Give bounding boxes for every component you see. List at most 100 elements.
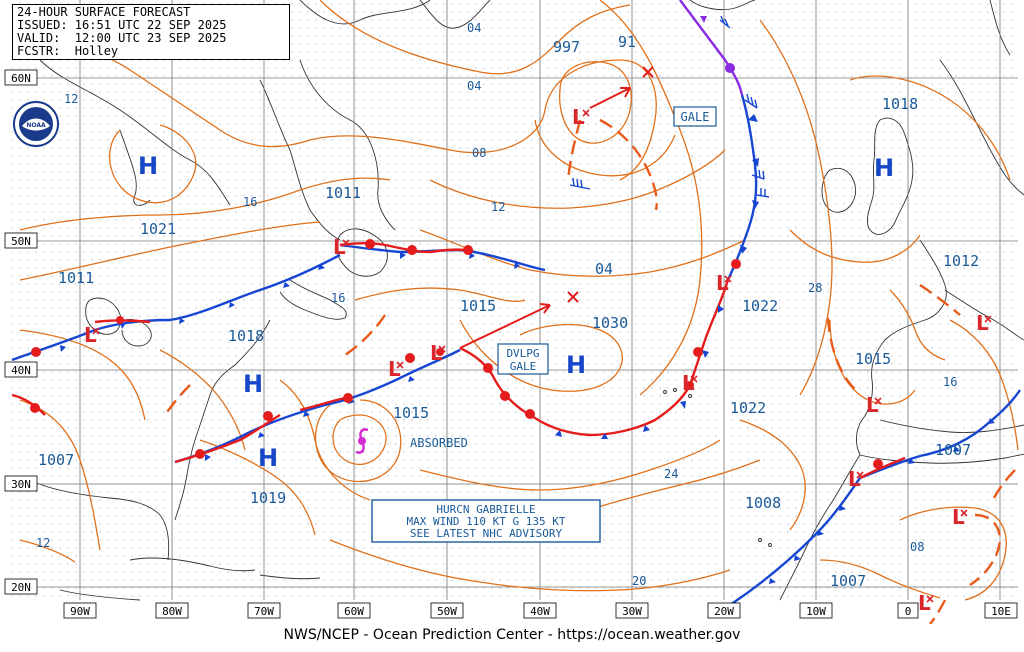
noaa-logo: NOAA xyxy=(13,101,59,147)
high-centers: H H H H H xyxy=(138,152,894,472)
lon-labels: 90W 80W 70W 60W 50W 40W 30W 20W 10W 0 10… xyxy=(63,602,1018,619)
high-symbol: H xyxy=(258,444,278,472)
pressure-value: 997 xyxy=(553,38,580,56)
troughs xyxy=(164,118,1016,625)
lon-label: 50W xyxy=(437,605,457,618)
hurricane-advisory-box: HURCN GABRIELLE MAX WIND 110 KT G 135 KT… xyxy=(371,499,601,543)
lon-label: 0 xyxy=(905,605,912,618)
lon-label: 40W xyxy=(530,605,550,618)
lat-label: 40N xyxy=(11,364,31,377)
isobar-label: 12 xyxy=(491,200,505,214)
lon-label: 20W xyxy=(714,605,734,618)
dvlpg-gale-box: DVLPG GALE xyxy=(497,343,549,375)
lon-label: 90W xyxy=(70,605,90,618)
footer-credit: NWS/NCEP - Ocean Prediction Center - htt… xyxy=(0,624,1024,652)
pressure-value: 1007 xyxy=(830,572,866,590)
pressure-value: 1015 xyxy=(855,350,891,368)
isobar-label: 16 xyxy=(943,375,957,389)
pressure-values: 997 1021 1011 1011 1018 1015 1015 1030 1… xyxy=(38,38,979,590)
pressure-value: 1007 xyxy=(38,451,74,469)
header-valid: VALID: 12:00 UTC 23 SEP 2025 xyxy=(17,31,227,45)
pressure-value: 1015 xyxy=(393,404,429,422)
isobar-label: 04 xyxy=(595,260,613,278)
isobar-label: 12 xyxy=(36,536,50,550)
svg-text:DVLPG: DVLPG xyxy=(506,347,539,360)
cold-front-pips xyxy=(60,114,995,584)
isobar-label: 24 xyxy=(664,467,678,481)
header-issued: ISSUED: 16:51 UTC 22 SEP 2025 xyxy=(17,18,227,32)
pressure-value: 1012 xyxy=(943,252,979,270)
svg-text:GALE: GALE xyxy=(510,360,537,373)
motion-arrows xyxy=(459,66,654,349)
isobar-labels: 04 04 08 12 16 12 16 04 28 16 24 20 08 1… xyxy=(36,21,957,588)
low-symbol: L xyxy=(952,505,965,529)
low-x-marks xyxy=(92,109,992,603)
lon-label: 80W xyxy=(162,605,182,618)
isobar-label: 16 xyxy=(243,195,257,209)
lat-label: 30N xyxy=(11,478,31,491)
svg-text:MAX WIND 110 KT G 135 KT: MAX WIND 110 KT G 135 KT xyxy=(407,515,566,528)
isobar-label: 16 xyxy=(331,291,345,305)
low-symbol: L xyxy=(716,271,729,295)
lon-label: 70W xyxy=(254,605,274,618)
pressure-value: 1030 xyxy=(592,314,628,332)
pressure-value: 1019 xyxy=(250,489,286,507)
pressure-value: 1008 xyxy=(745,494,781,512)
graticule xyxy=(12,0,1018,600)
gale-box-north: GALE xyxy=(673,106,717,127)
low-symbol: L xyxy=(682,371,695,395)
lat-label: 50N xyxy=(11,235,31,248)
pressure-value: 1007 xyxy=(935,441,971,459)
pressure-value: 1011 xyxy=(325,184,361,202)
pressure-value: 1021 xyxy=(140,220,176,238)
lon-label: 10E xyxy=(991,605,1011,618)
high-symbol: H xyxy=(566,351,586,379)
isobar-label: 28 xyxy=(808,281,822,295)
low-symbol: L xyxy=(976,311,989,335)
absorbed-label: ABSORBED xyxy=(410,436,468,450)
high-symbol: H xyxy=(138,152,158,180)
isobar-label: 04 xyxy=(467,79,481,93)
isobar-label: 08 xyxy=(910,540,924,554)
pressure-value: 1022 xyxy=(730,399,766,417)
low-symbol: L xyxy=(430,341,443,365)
header-forecaster: FCSTR: Holley xyxy=(17,44,119,58)
low-symbol: L xyxy=(848,467,861,491)
lon-label: 30W xyxy=(622,605,642,618)
low-symbol: L xyxy=(84,323,97,347)
isobars xyxy=(19,0,1019,601)
pressure-value: 1018 xyxy=(882,95,918,113)
low-symbol: L xyxy=(918,591,931,615)
noaa-logo-text: NOAA xyxy=(26,122,46,129)
wind-barbs xyxy=(569,15,770,198)
lon-label: 10W xyxy=(806,605,826,618)
svg-text:HURCN GABRIELLE: HURCN GABRIELLE xyxy=(436,503,535,516)
pressure-value: 1022 xyxy=(742,297,778,315)
lat-labels: 60N 50N 40N 30N 20N xyxy=(4,69,38,595)
occluded-pips xyxy=(700,16,735,73)
lat-label: 60N xyxy=(11,72,31,85)
warm-front-pips xyxy=(30,239,883,469)
svg-text:SEE LATEST NHC ADVISORY: SEE LATEST NHC ADVISORY xyxy=(410,527,563,540)
low-symbol: L xyxy=(572,105,585,129)
isobar-label: 91 xyxy=(618,33,636,51)
high-symbol: H xyxy=(243,370,263,398)
pressure-value: 1018 xyxy=(228,327,264,345)
hurricane-symbol xyxy=(355,428,369,454)
isobar-label: 12 xyxy=(64,92,78,106)
isobar-label: 08 xyxy=(472,146,486,160)
isobar-label: 04 xyxy=(467,21,481,35)
low-symbol: L xyxy=(333,235,346,259)
header-title: 24-HOUR SURFACE FORECAST xyxy=(17,5,191,19)
svg-text:GALE: GALE xyxy=(681,110,710,124)
lon-label: 60W xyxy=(344,605,364,618)
pressure-value: 1011 xyxy=(58,269,94,287)
forecast-header: 24-HOUR SURFACE FORECAST ISSUED: 16:51 U… xyxy=(12,4,290,60)
pressure-value: 1015 xyxy=(460,297,496,315)
low-symbol: L xyxy=(866,393,879,417)
lat-label: 20N xyxy=(11,581,31,594)
high-symbol: H xyxy=(874,154,894,182)
isobar-label: 20 xyxy=(632,574,646,588)
low-symbol: L xyxy=(388,357,401,381)
